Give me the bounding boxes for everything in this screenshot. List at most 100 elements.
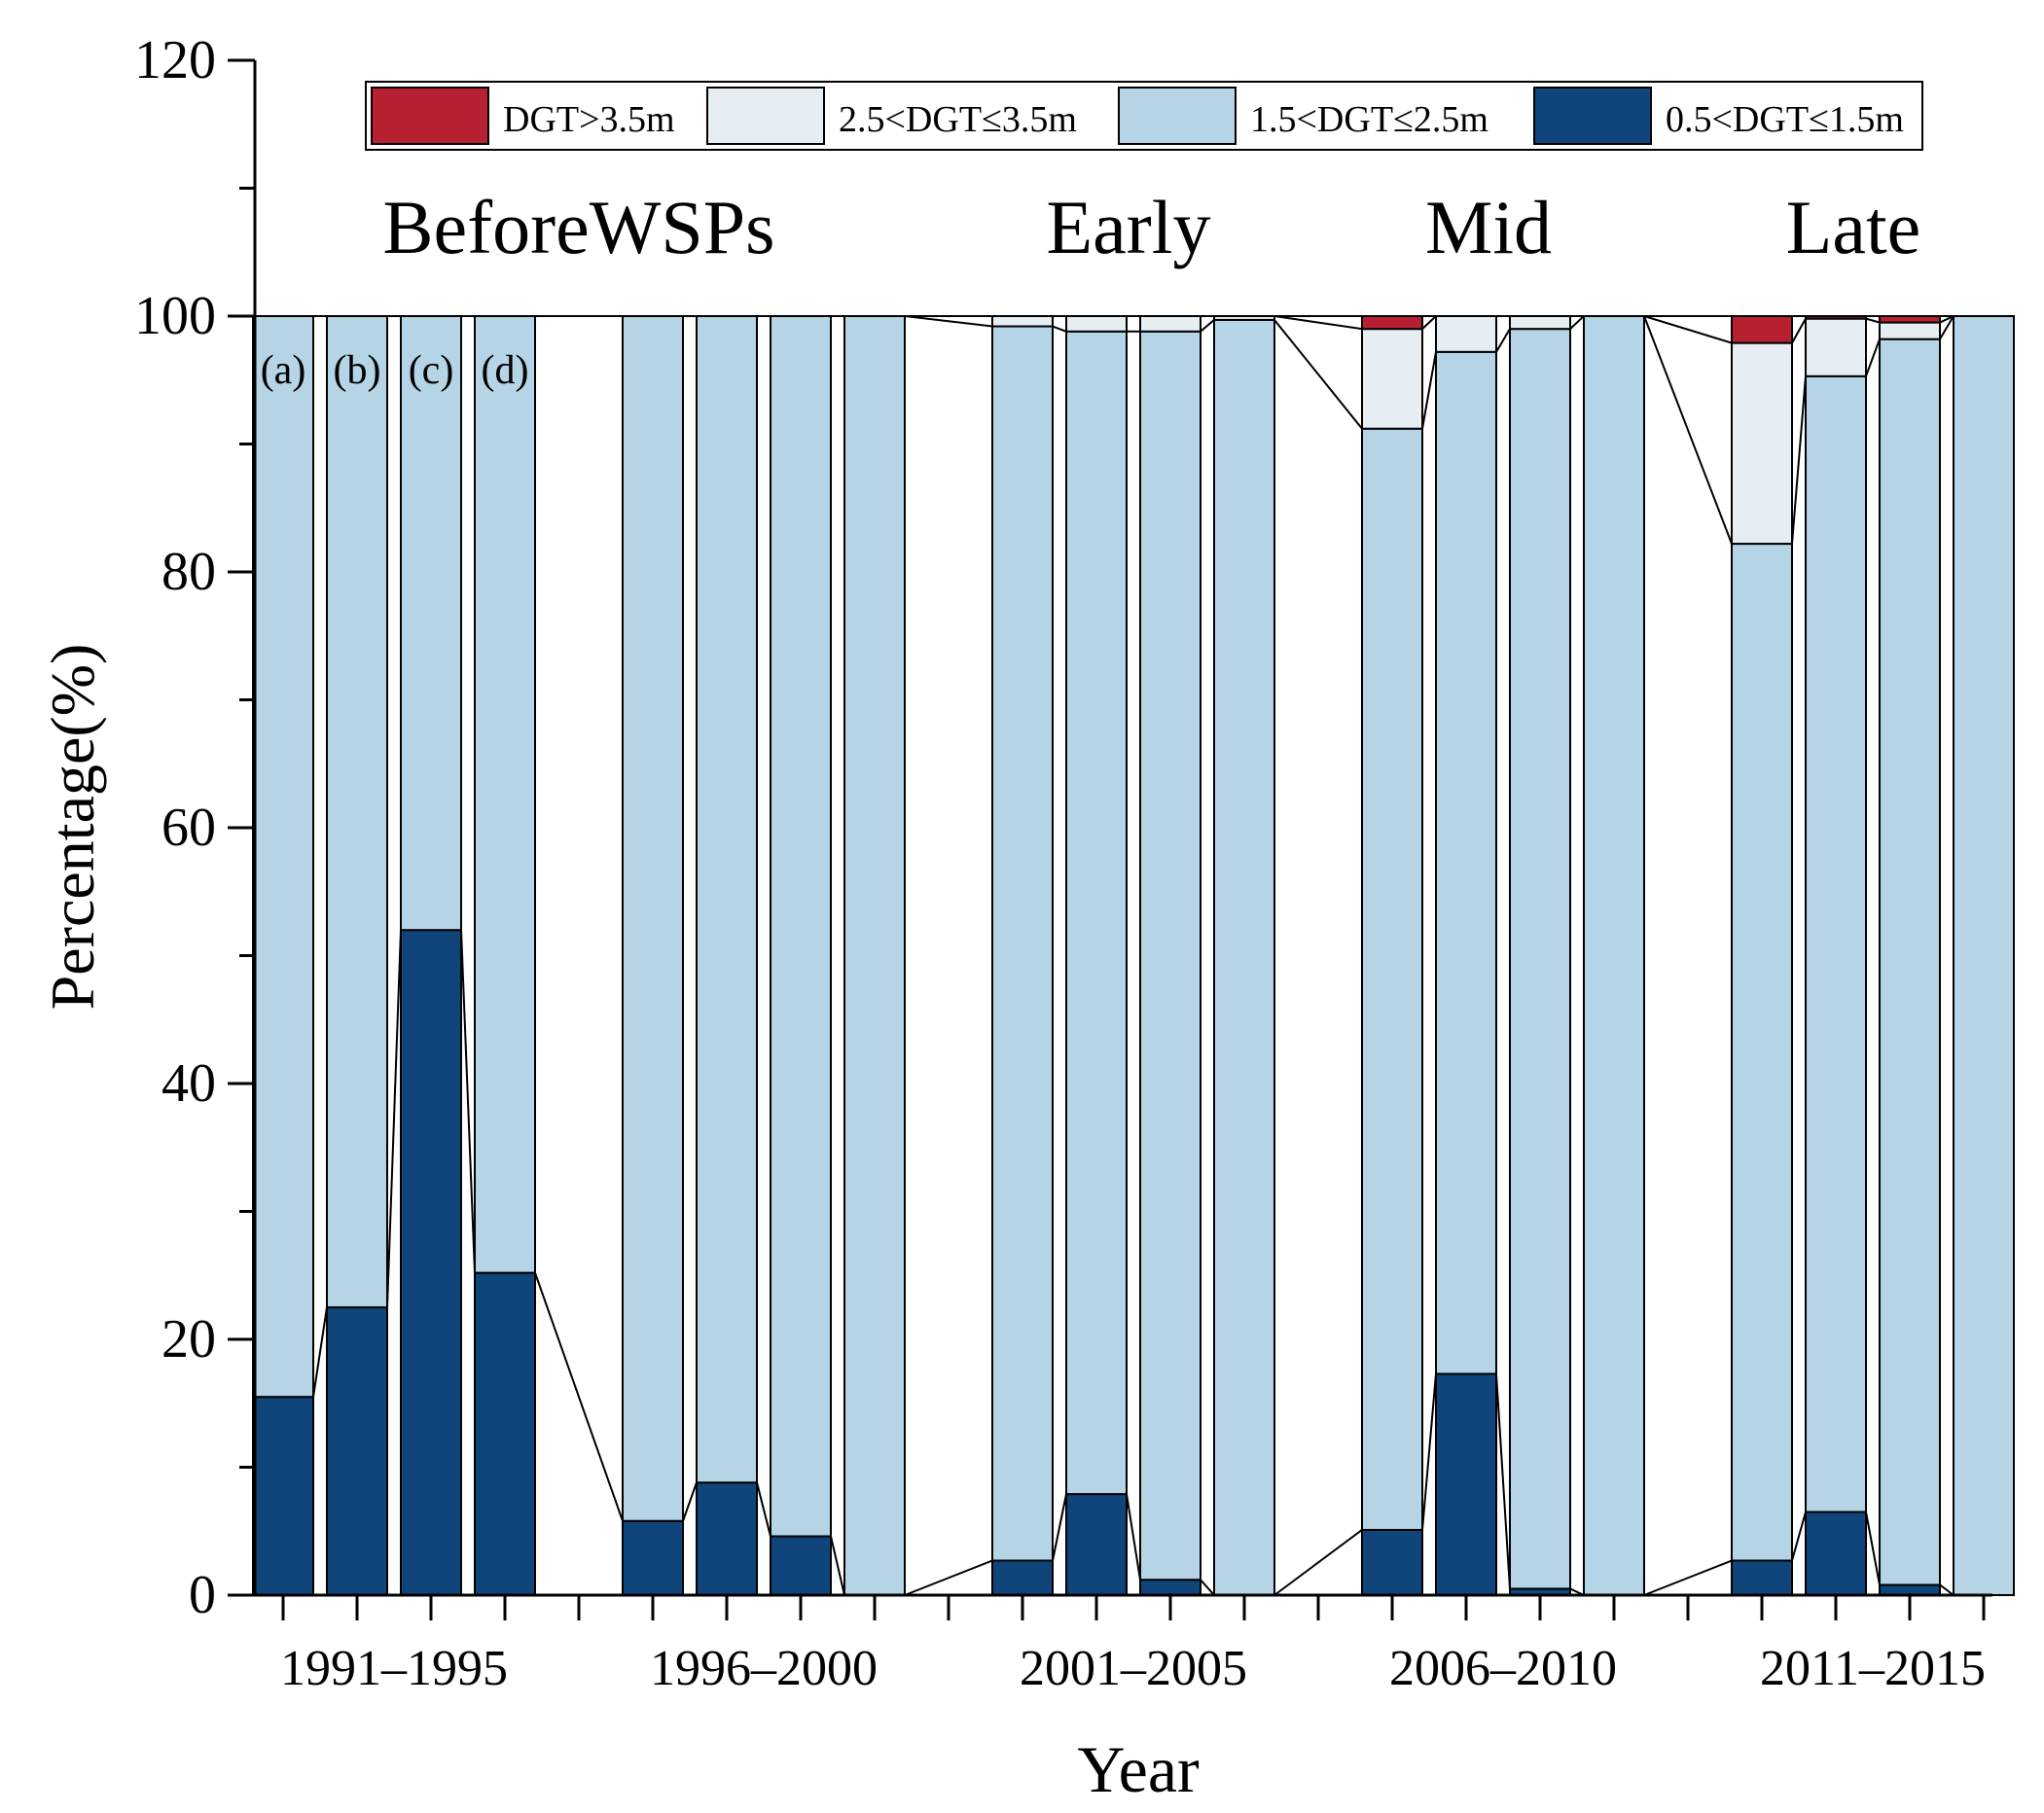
bar-segment-15-series-3 (1509, 315, 1571, 331)
bar-segment-8-series-2 (843, 315, 906, 1596)
bar-segment-10-series-2 (1065, 330, 1128, 1496)
period-label: Late (1786, 185, 1921, 269)
bar-segment-16-series-2 (1583, 315, 1645, 1596)
connector-line (1791, 318, 1807, 344)
legend: DGT>3.5m 2.5<DGT≤3.5m 1.5<DGT≤2.5m 0.5<DGT≤… (365, 81, 1923, 151)
bar-segment-13-series-2 (1361, 427, 1423, 1531)
bar-segment-19-series-3 (1879, 321, 1941, 340)
y-tick-label: 100 (134, 286, 216, 346)
x-axis-title: Year (1077, 1732, 1200, 1806)
period-label: Early (1047, 185, 1211, 269)
connector-line (1495, 328, 1511, 353)
bar-sub-label: (d) (482, 348, 529, 393)
legend-label-dgt_2_5_3_5: 2.5<DGT≤3.5m (839, 99, 1077, 140)
y-tick-label: 120 (134, 30, 216, 90)
bar-segment-11-series-3 (1139, 315, 1201, 333)
connector-line (1865, 1511, 1881, 1585)
connector-line (1200, 319, 1215, 333)
connector-line (1569, 315, 1585, 330)
bar-segment-18-series-3 (1805, 317, 1867, 377)
y-tick-label: 0 (189, 1565, 216, 1625)
bar-sub-label: (c) (409, 348, 454, 393)
connector-lines-layer (312, 315, 1954, 1596)
bar-segment-7-series-1 (770, 1535, 832, 1597)
bars-layer (252, 315, 2015, 1597)
bar-segment-14-series-1 (1435, 1372, 1497, 1596)
bar-segment-18-series-1 (1805, 1511, 1867, 1597)
bar-segment-7-series-2 (770, 315, 832, 1538)
connector-line (1421, 351, 1437, 429)
bar-segment-14-series-2 (1435, 350, 1497, 1375)
connector-line (1421, 1373, 1437, 1531)
y-tick-label: 80 (161, 542, 216, 602)
legend-swatch-dgt_1_5_2_5 (1118, 87, 1237, 145)
connector-line (1273, 1529, 1363, 1596)
connector-line (1939, 315, 1954, 340)
connector-line (1200, 1579, 1215, 1596)
bar-segment-13-series-4 (1361, 315, 1423, 331)
bar-segment-19-series-1 (1879, 1583, 1941, 1596)
x-category-label: 2001–2005 (1020, 1641, 1247, 1696)
connector-line (1865, 317, 1881, 324)
x-category-label: 1991–1995 (280, 1641, 508, 1696)
connector-line (904, 1559, 993, 1596)
connector-line (1865, 338, 1881, 377)
bar-segment-3-series-1 (400, 929, 462, 1596)
legend-swatch-dgt_2_5_3_5 (706, 87, 825, 145)
period-label: Mid (1425, 185, 1552, 269)
bar-sub-label: (a) (261, 348, 306, 393)
bar-segment-18-series-4 (1805, 315, 1867, 320)
legend-swatch-dgt_0_5_1_5 (1533, 87, 1652, 145)
bar-segment-11-series-2 (1139, 330, 1201, 1582)
bar-segment-6-series-1 (696, 1481, 758, 1597)
bar-segment-13-series-1 (1361, 1528, 1423, 1597)
bar-segment-17-series-3 (1731, 341, 1793, 546)
bar-segment-15-series-2 (1509, 328, 1571, 1590)
connector-line (1939, 1583, 1954, 1596)
bar-segment-5-series-2 (622, 315, 684, 1522)
connector-line (1421, 315, 1437, 330)
connector-line (1273, 319, 1363, 430)
legend-label-dgt_1_5_2_5: 1.5<DGT≤2.5m (1250, 99, 1488, 140)
bar-segment-2-series-1 (326, 1306, 388, 1596)
axes-layer (228, 58, 1992, 1620)
bar-segment-9-series-2 (991, 325, 1054, 1562)
x-category-label: 1996–2000 (650, 1641, 878, 1696)
connector-line (1643, 315, 1733, 344)
connector-line (1273, 315, 1363, 331)
bar-segment-19-series-4 (1879, 315, 1941, 324)
bar-segment-14-series-3 (1435, 315, 1497, 353)
bar-segment-2-series-2 (326, 315, 388, 1309)
bar-segment-9-series-3 (991, 315, 1054, 328)
connector-line (1495, 1373, 1511, 1589)
bar-segment-12-series-3 (1213, 315, 1275, 321)
connector-line (830, 1536, 845, 1596)
bar-segment-17-series-4 (1731, 315, 1793, 344)
x-category-label: 2011–2015 (1760, 1641, 1986, 1696)
legend-label-dgt_0_5_1_5: 0.5<DGT≤1.5m (1666, 99, 1904, 140)
bar-segment-13-series-3 (1361, 328, 1423, 430)
bar-segment-17-series-1 (1731, 1559, 1793, 1596)
y-tick-label: 60 (161, 798, 216, 858)
bar-segment-12-series-2 (1213, 318, 1275, 1597)
connector-line (1939, 315, 1954, 324)
bar-segment-4-series-2 (474, 315, 536, 1274)
bar-segment-3-series-2 (400, 315, 462, 932)
bar-segment-17-series-2 (1731, 543, 1793, 1562)
connector-line (756, 1482, 771, 1537)
bar-segment-10-series-3 (1065, 315, 1128, 333)
connector-line (386, 930, 402, 1308)
bar-segment-4-series-1 (474, 1271, 536, 1596)
connector-line (1126, 1493, 1141, 1581)
bar-segment-10-series-1 (1065, 1493, 1128, 1596)
bar-segment-1-series-1 (252, 1396, 314, 1597)
y-axis-title: Percentage(%) (38, 644, 107, 1011)
y-tick-label: 40 (161, 1053, 216, 1114)
bar-segment-11-series-1 (1139, 1579, 1201, 1596)
connector-line (904, 315, 993, 328)
bar-sub-label: (b) (334, 348, 381, 393)
connector-line (1643, 315, 1733, 545)
bar-segment-5-series-1 (622, 1519, 684, 1596)
